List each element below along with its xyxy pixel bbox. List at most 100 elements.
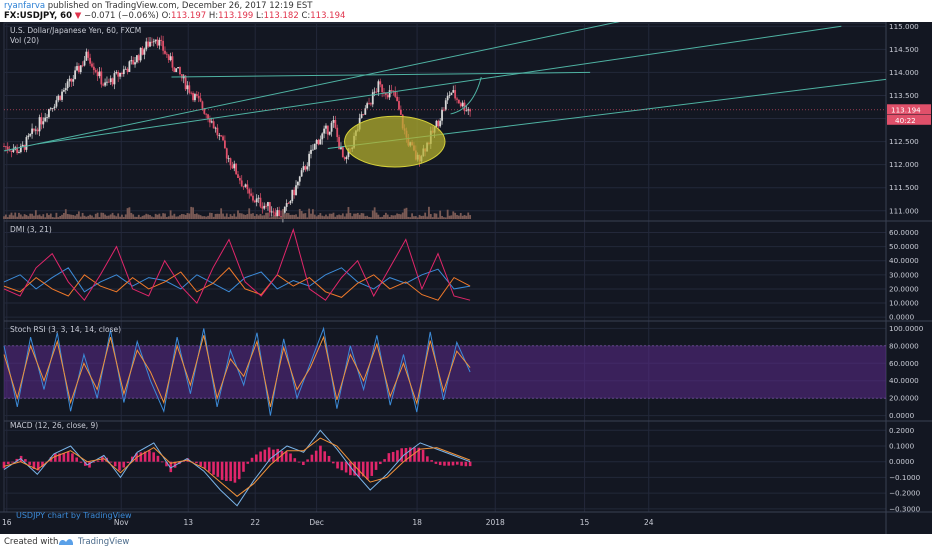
volume-bar [220, 208, 223, 219]
macd-histogram-bar [212, 461, 215, 475]
volume-bar [278, 217, 281, 219]
volume-bar [295, 214, 297, 219]
volume-bar [431, 217, 434, 219]
tradingview-brand[interactable]: TradingView [78, 537, 130, 547]
volume-bar [418, 214, 421, 219]
candle-body [384, 92, 387, 95]
candle-body [76, 66, 78, 71]
dmi-tick-label: 40.0000 [889, 256, 919, 265]
volume-bar [343, 216, 346, 219]
candle-body [162, 40, 165, 51]
volume-bar [203, 216, 206, 219]
candle-body [194, 94, 196, 101]
dmi-series-2 [3, 227, 471, 304]
volume-bar [231, 215, 234, 219]
macd-histogram-bar [387, 453, 391, 462]
volume-bar [149, 215, 151, 219]
candle-body [111, 78, 114, 85]
macd-histogram-bar [165, 461, 168, 467]
volume-bar [409, 217, 412, 219]
volume-bar [403, 208, 406, 219]
volume-bar [216, 213, 219, 219]
macd-histogram-bar [460, 461, 463, 466]
macd-histogram-bar [413, 447, 416, 462]
candle-body [231, 165, 234, 169]
candle-body [21, 144, 24, 147]
volume-bar [274, 216, 277, 219]
macd-histogram-bar [400, 448, 403, 462]
author-link[interactable]: ryanfarva [4, 1, 46, 11]
volume-bar [293, 214, 296, 219]
volume-bar [325, 214, 327, 219]
candle-body [439, 120, 442, 127]
candle-body [340, 146, 342, 150]
candle-body [150, 41, 153, 43]
symbol-label: FX:USDJPY, 60 [4, 11, 72, 21]
candle-body [128, 61, 131, 72]
stoch-tick-label: 80.0000 [889, 341, 919, 350]
volume-bar [446, 209, 449, 219]
candle-body [325, 125, 327, 129]
candle-body [454, 90, 457, 99]
volume-bar [130, 212, 133, 219]
dmi-tick-label: 60.0000 [889, 228, 919, 237]
volume-bar [321, 215, 324, 219]
candle-body [283, 206, 286, 213]
volume-bar [137, 214, 140, 219]
candle-body [368, 103, 370, 105]
candle-body [33, 128, 35, 131]
channel-trend-line [3, 22, 620, 152]
candle-body [184, 75, 187, 90]
macd-histogram-bar [421, 449, 425, 462]
volume-bar [210, 212, 213, 219]
volume-bar [280, 216, 282, 219]
volume-bar [87, 215, 90, 219]
volume-bar [29, 213, 32, 219]
candle-body [53, 106, 56, 109]
candle-body [347, 148, 350, 157]
candle-body [192, 93, 194, 101]
candle-body [154, 39, 157, 42]
candle-body [107, 81, 110, 83]
candle-body [143, 49, 146, 55]
stoch-tick-label: 40.0000 [889, 376, 919, 385]
macd-histogram-bar [259, 451, 262, 462]
volume-bar [169, 210, 172, 219]
volume-bar [115, 216, 118, 219]
macd-pane-label: MACD (12, 26, close, 9) [10, 421, 98, 430]
macd-histogram-bar [455, 461, 459, 465]
macd-histogram-bar [353, 461, 356, 476]
macd-histogram-bar [396, 450, 399, 462]
chart-canvas[interactable]: 16 Nov 13 22 Dec 18 2018 15 24 115.000 114.500 114.… [0, 22, 932, 534]
price-tick-label: 111.500 [889, 183, 919, 192]
volume-bar [162, 213, 165, 219]
macd-histogram-bar [344, 461, 348, 473]
macd-histogram-bar [32, 461, 36, 470]
volume-bar [379, 217, 382, 219]
volume-bar [300, 210, 303, 219]
candle-body [469, 109, 472, 112]
volume-bar [186, 213, 189, 219]
volume-bar [104, 214, 106, 219]
volume-bar [141, 215, 144, 219]
volume-bar [3, 216, 5, 219]
candle-body [315, 140, 318, 144]
volume-bar [268, 217, 271, 219]
volume-bar [182, 214, 185, 219]
watermark: USDJPY chart by TradingView [16, 511, 132, 520]
candle-body [115, 72, 118, 74]
volume-bar [334, 216, 337, 219]
candle-body [175, 68, 178, 73]
volume-bar [164, 213, 166, 219]
macd-histogram-bar [182, 460, 185, 462]
candle-body [212, 121, 215, 129]
volume-bar [401, 212, 404, 219]
candle-body [252, 195, 254, 201]
volume-bar [282, 209, 284, 219]
volume-bar [398, 213, 400, 219]
volume-bar [184, 214, 187, 219]
candle-body [257, 197, 260, 199]
projection-curve [450, 76, 482, 115]
volume-bar [330, 213, 333, 219]
macd-histogram-bar [357, 461, 361, 477]
